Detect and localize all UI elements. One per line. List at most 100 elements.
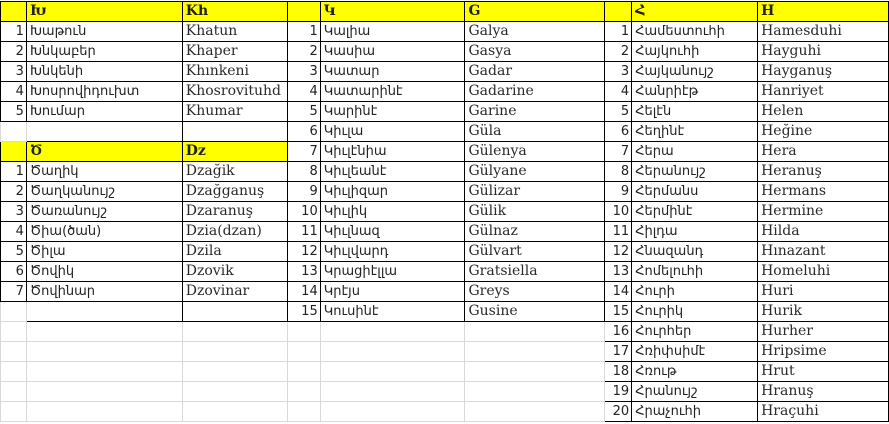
- row-number-cell[interactable]: 3: [604, 61, 633, 82]
- armenian-name-cell[interactable]: Հուրիկ: [631, 301, 759, 322]
- armenian-name-cell[interactable]: Կիւլէնիա: [319, 141, 466, 162]
- row-number-cell[interactable]: 1: [0, 161, 27, 182]
- latin-name-cell[interactable]: Güla: [464, 121, 606, 142]
- row-number-cell[interactable]: 14: [604, 281, 633, 302]
- armenian-name-cell[interactable]: Խնկաբեր: [25, 41, 183, 62]
- empty-cell[interactable]: [0, 301, 27, 322]
- latin-name-cell[interactable]: Heranuş: [757, 161, 889, 182]
- row-number-cell[interactable]: 2: [0, 41, 27, 62]
- header-armenian-letter[interactable]: Ծ: [25, 141, 183, 162]
- armenian-name-cell[interactable]: Հիլդա: [631, 221, 759, 242]
- latin-name-cell[interactable]: Hera: [757, 141, 889, 162]
- armenian-name-cell[interactable]: Խնկենի: [25, 61, 183, 82]
- armenian-name-cell[interactable]: Խումար: [25, 101, 183, 122]
- row-number-cell[interactable]: 3: [286, 61, 321, 82]
- empty-cell[interactable]: [319, 381, 466, 402]
- row-number-cell[interactable]: 7: [604, 141, 633, 162]
- armenian-name-cell[interactable]: Հելէն: [631, 101, 759, 122]
- latin-name-cell[interactable]: Gusine: [464, 301, 606, 322]
- latin-name-cell[interactable]: Khaper: [181, 41, 288, 62]
- row-number-cell[interactable]: 12: [286, 241, 321, 262]
- row-number-cell[interactable]: 2: [604, 41, 633, 62]
- empty-cell[interactable]: [181, 121, 288, 142]
- row-number-cell[interactable]: 8: [286, 161, 321, 182]
- armenian-name-cell[interactable]: Կատար: [319, 61, 466, 82]
- empty-cell[interactable]: [181, 401, 288, 422]
- empty-cell[interactable]: [181, 361, 288, 382]
- latin-name-cell[interactable]: Khınkeni: [181, 61, 288, 82]
- armenian-name-cell[interactable]: Ծիլա: [25, 241, 183, 262]
- armenian-name-cell[interactable]: Կիւլեանէ: [319, 161, 466, 182]
- latin-name-cell[interactable]: Hranuş: [757, 381, 889, 402]
- latin-name-cell[interactable]: Helen: [757, 101, 889, 122]
- empty-cell[interactable]: [464, 381, 606, 402]
- empty-cell[interactable]: [25, 361, 183, 382]
- empty-cell[interactable]: [181, 321, 288, 342]
- empty-cell[interactable]: [464, 401, 606, 422]
- row-number-cell[interactable]: 20: [604, 401, 633, 422]
- latin-name-cell[interactable]: Gasya: [464, 41, 606, 62]
- empty-cell[interactable]: [25, 341, 183, 362]
- armenian-name-cell[interactable]: Հայկանույշ: [631, 61, 759, 82]
- latin-name-cell[interactable]: Gülyane: [464, 161, 606, 182]
- empty-cell[interactable]: [286, 361, 321, 382]
- latin-name-cell[interactable]: Galya: [464, 21, 606, 42]
- armenian-name-cell[interactable]: Հռութ: [631, 361, 759, 382]
- empty-cell[interactable]: [464, 321, 606, 342]
- armenian-name-cell[interactable]: Հերմանս: [631, 181, 759, 202]
- row-number-cell[interactable]: 7: [286, 141, 321, 162]
- latin-name-cell[interactable]: Dzovinar: [181, 281, 288, 302]
- row-number-cell[interactable]: 13: [286, 261, 321, 282]
- header-corner-cell[interactable]: [0, 1, 27, 22]
- header-latin-letter[interactable]: Kh: [181, 1, 288, 22]
- latin-name-cell[interactable]: Gülenya: [464, 141, 606, 162]
- row-number-cell[interactable]: 5: [0, 101, 27, 122]
- armenian-name-cell[interactable]: Հնազանդ: [631, 241, 759, 262]
- armenian-name-cell[interactable]: Հանրիէթ: [631, 81, 759, 102]
- armenian-name-cell[interactable]: Հրաչուհի: [631, 401, 759, 422]
- row-number-cell[interactable]: 1: [0, 21, 27, 42]
- empty-cell[interactable]: [25, 401, 183, 422]
- empty-cell[interactable]: [0, 361, 27, 382]
- empty-cell[interactable]: [25, 301, 183, 322]
- armenian-name-cell[interactable]: Ծովիկ: [25, 261, 183, 282]
- row-number-cell[interactable]: 6: [286, 121, 321, 142]
- row-number-cell[interactable]: 9: [604, 181, 633, 202]
- armenian-name-cell[interactable]: Ծաղկանույշ: [25, 181, 183, 202]
- armenian-name-cell[interactable]: Հերանույշ: [631, 161, 759, 182]
- header-armenian-letter[interactable]: Հ: [631, 1, 759, 22]
- row-number-cell[interactable]: 13: [604, 261, 633, 282]
- row-number-cell[interactable]: 16: [604, 321, 633, 342]
- armenian-name-cell[interactable]: Կասիա: [319, 41, 466, 62]
- armenian-name-cell[interactable]: Կարինէ: [319, 101, 466, 122]
- armenian-name-cell[interactable]: Համեստուհի: [631, 21, 759, 42]
- latin-name-cell[interactable]: Hurher: [757, 321, 889, 342]
- empty-cell[interactable]: [286, 341, 321, 362]
- latin-name-cell[interactable]: Gadarine: [464, 81, 606, 102]
- header-latin-letter[interactable]: Dz: [181, 141, 288, 162]
- empty-cell[interactable]: [464, 341, 606, 362]
- row-number-cell[interactable]: 5: [286, 101, 321, 122]
- row-number-cell[interactable]: 17: [604, 341, 633, 362]
- row-number-cell[interactable]: 12: [604, 241, 633, 262]
- armenian-name-cell[interactable]: Հերա: [631, 141, 759, 162]
- empty-cell[interactable]: [286, 381, 321, 402]
- empty-cell[interactable]: [25, 321, 183, 342]
- empty-cell[interactable]: [0, 401, 27, 422]
- empty-cell[interactable]: [319, 401, 466, 422]
- row-number-cell[interactable]: 14: [286, 281, 321, 302]
- latin-name-cell[interactable]: Hayguhi: [757, 41, 889, 62]
- armenian-name-cell[interactable]: Կրէյս: [319, 281, 466, 302]
- latin-name-cell[interactable]: Hripsime: [757, 341, 889, 362]
- row-number-cell[interactable]: 11: [604, 221, 633, 242]
- empty-cell[interactable]: [0, 381, 27, 402]
- armenian-name-cell[interactable]: Կատարինէ: [319, 81, 466, 102]
- row-number-cell[interactable]: 10: [286, 201, 321, 222]
- armenian-name-cell[interactable]: Կրացիէլլա: [319, 261, 466, 282]
- row-number-cell[interactable]: 4: [604, 81, 633, 102]
- latin-name-cell[interactable]: Hilda: [757, 221, 889, 242]
- latin-name-cell[interactable]: Heğine: [757, 121, 889, 142]
- latin-name-cell[interactable]: Hurik: [757, 301, 889, 322]
- row-number-cell[interactable]: 5: [0, 241, 27, 262]
- row-number-cell[interactable]: 7: [0, 281, 27, 302]
